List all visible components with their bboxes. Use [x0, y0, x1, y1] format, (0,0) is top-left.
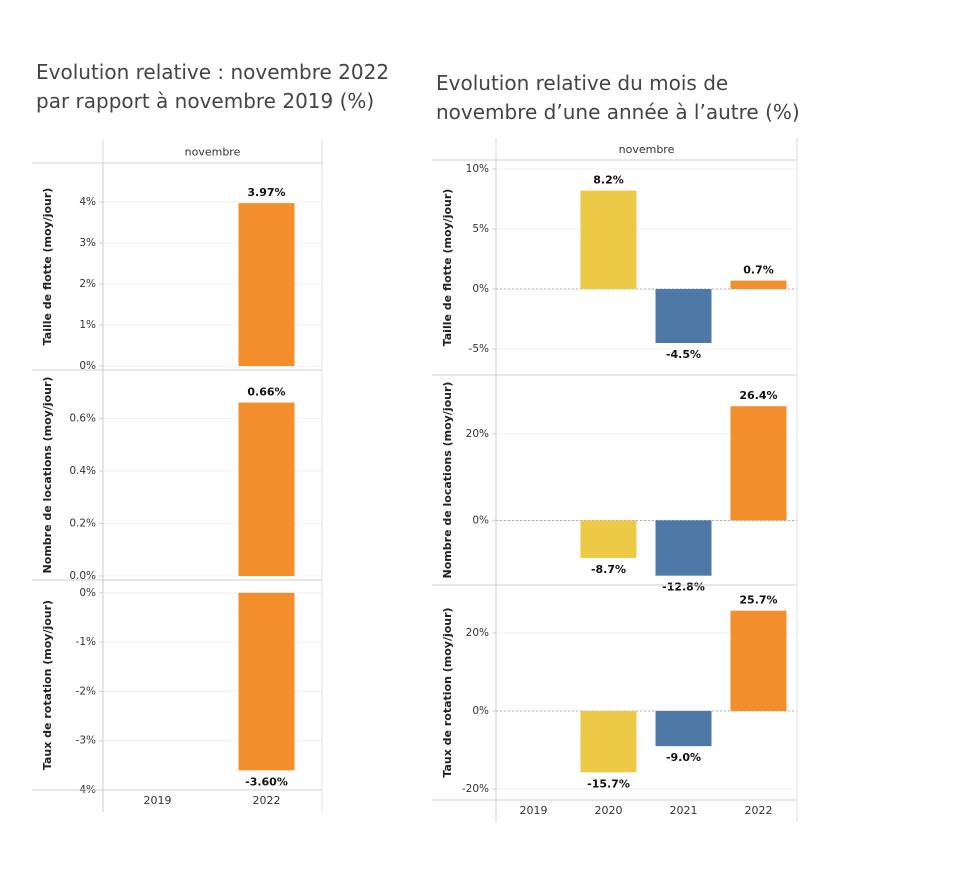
chart1-panel0-tick-label-0: 10%	[466, 163, 489, 175]
chart0-panel2-bar-2022	[238, 592, 295, 771]
chart0-panel2-tick-label-1: -1%	[76, 636, 96, 648]
chart1-category-label-2022: 2022	[745, 804, 773, 817]
chart1-panel1-row-label: Nombre de locations (moy/jour)	[441, 382, 454, 579]
left-title-line-1: Evolution relative : novembre 2022	[36, 60, 390, 84]
chart1-category-label-2019: 2019	[520, 804, 548, 817]
chart1-panel1-bar-2022	[730, 406, 787, 521]
chart1-panel2-data-label-2022: 25.7%	[739, 594, 777, 607]
chart1-panel0-row-label: Taille de flotte (moy/jour)	[441, 189, 454, 347]
chart0-panel0-row-label: Taille de flotte (moy/jour)	[41, 188, 54, 346]
chart1-category-label-2020: 2020	[595, 804, 623, 817]
chart1-panel2-data-label-2020: -15.7%	[587, 777, 630, 790]
chart1-panel0-data-label-2022: 0.7%	[743, 264, 774, 277]
left-chart-title: Evolution relative : novembre 2022 par r…	[36, 58, 389, 116]
chart1-panel0-tick-label-2: 0%	[472, 283, 489, 295]
chart1-panel1-data-label-2022: 26.4%	[739, 389, 777, 402]
chart1-panel0-bar-2022	[730, 280, 787, 289]
chart1-panel2-row-label: Taux de rotation (moy/jour)	[441, 607, 454, 777]
chart0-panel0-tick-label-1: 1%	[79, 319, 96, 331]
right-chart-title: Evolution relative du mois de novembre d…	[436, 69, 800, 127]
chart0-panel2-tick-label-3: -3%	[76, 735, 96, 747]
chart0-panel1-tick-label-3: 0.6%	[69, 412, 96, 424]
chart1-panel2-data-label-2021: -9.0%	[666, 751, 701, 764]
left-title-line-2: par rapport à novembre 2019 (%)	[36, 89, 375, 113]
chart1-panel0-tick-label-1: 5%	[472, 223, 489, 235]
chart0-panel0-bar-2022	[238, 203, 295, 366]
chart0-panel2-row-label: Taux de rotation (moy/jour)	[41, 600, 54, 770]
chart0-panel1-tick-label-2: 0.4%	[69, 465, 96, 477]
right-title-line-1: Evolution relative du mois de	[436, 71, 729, 95]
chart1-panel2-bar-2021	[655, 710, 712, 747]
chart0-panel0-tick-label-2: 2%	[79, 278, 96, 290]
chart0-panel2-tick-label-2: -2%	[76, 685, 96, 697]
chart0-panel0-tick-label-0: 0%	[79, 360, 96, 372]
chart1-panel0-bar-2020	[580, 190, 637, 289]
chart1-panel2-tick-label-1: 0%	[472, 705, 489, 717]
chart1-panel1-data-label-2021: -12.8%	[662, 581, 705, 594]
chart1-panel0-bar-2021	[655, 289, 712, 343]
chart1-panel0-data-label-2021: -4.5%	[666, 348, 701, 361]
chart1-panel1-data-label-2020: -8.7%	[591, 563, 626, 576]
chart0-panel1-bar-2022	[238, 402, 295, 576]
chart1-panel1-tick-label-0: 20%	[466, 428, 489, 440]
chart1-panel2-tick-label-2: -20%	[462, 783, 489, 795]
chart1-panel0-data-label-2020: 8.2%	[593, 174, 624, 187]
chart1-panel1-bar-2021	[655, 520, 712, 576]
chart0-category-label-2019: 2019	[144, 794, 172, 807]
chart0-panel0-data-label-2022: 3.97%	[247, 186, 285, 199]
chart0-panel1-data-label-2022: 0.66%	[247, 386, 285, 399]
chart0-panel0-tick-label-4: 4%	[79, 196, 96, 208]
chart1-panel0-tick-label-3: -5%	[469, 343, 489, 355]
chart0-panel0-tick-label-3: 3%	[79, 237, 96, 249]
chart0-panel2-tick-label-0: 0%	[79, 587, 96, 599]
chart1-panel2-tick-label-0: 20%	[466, 627, 489, 639]
chart0-panel1-tick-label-1: 0.2%	[69, 517, 96, 529]
chart1-panel1-tick-label-1: 0%	[472, 514, 489, 526]
chart1-category-label-2021: 2021	[670, 804, 698, 817]
chart1-panel2-bar-2020	[580, 710, 637, 773]
chart0-panel1-row-label: Nombre de locations (moy/jour)	[41, 377, 54, 574]
chart1-panel1-bar-2020	[580, 520, 637, 558]
right-title-line-2: novembre d’une année à l’autre (%)	[436, 100, 800, 124]
chart0-panel2-data-label-2022: -3.60%	[245, 775, 288, 788]
chart0-column-header: novembre	[185, 146, 241, 159]
chart1-column-header: novembre	[619, 143, 675, 156]
chart0-category-label-2022: 2022	[253, 794, 281, 807]
chart0-panel1-tick-label-0: 0.0%	[69, 570, 96, 582]
chart1-panel2-bar-2022	[730, 610, 787, 711]
